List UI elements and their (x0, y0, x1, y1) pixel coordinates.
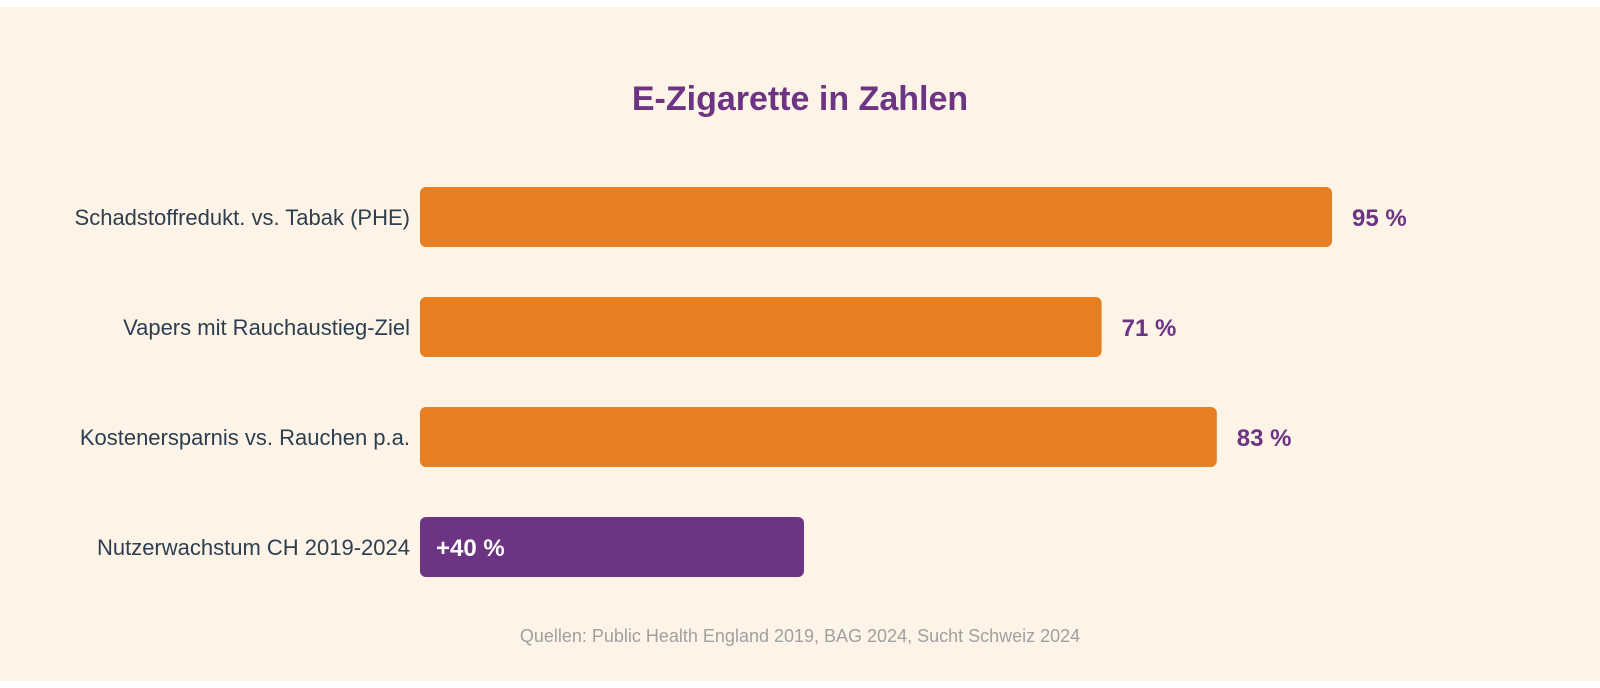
chart-title: E-Zigarette in Zahlen (632, 80, 968, 118)
bar (420, 517, 804, 577)
bar-row: Schadstoffredukt. vs. Tabak (PHE) 95 % (75, 187, 1407, 247)
bar-row: Vapers mit Rauchaustieg-Ziel 71 % (123, 297, 1176, 357)
category-label: Kostenersparnis vs. Rauchen p.a. (80, 425, 410, 450)
bars-group: Schadstoffredukt. vs. Tabak (PHE) 95 % Vap… (75, 187, 1407, 577)
value-label: +40 % (436, 535, 505, 562)
category-label: Vapers mit Rauchaustieg-Ziel (123, 315, 410, 340)
category-label: Nutzerwachstum CH 2019-2024 (97, 535, 410, 560)
value-label: 71 % (1122, 315, 1177, 342)
category-label: Schadstoffredukt. vs. Tabak (PHE) (75, 205, 410, 230)
source-note: Quellen: Public Health England 2019, BAG… (520, 626, 1080, 646)
bar (420, 407, 1217, 467)
bar (420, 187, 1332, 247)
bar (420, 297, 1102, 357)
bar-row: Nutzerwachstum CH 2019-2024 +40 % (97, 517, 804, 577)
value-label: 83 % (1237, 425, 1292, 452)
bar-row: Kostenersparnis vs. Rauchen p.a. 83 % (80, 407, 1292, 467)
value-label: 95 % (1352, 205, 1407, 232)
